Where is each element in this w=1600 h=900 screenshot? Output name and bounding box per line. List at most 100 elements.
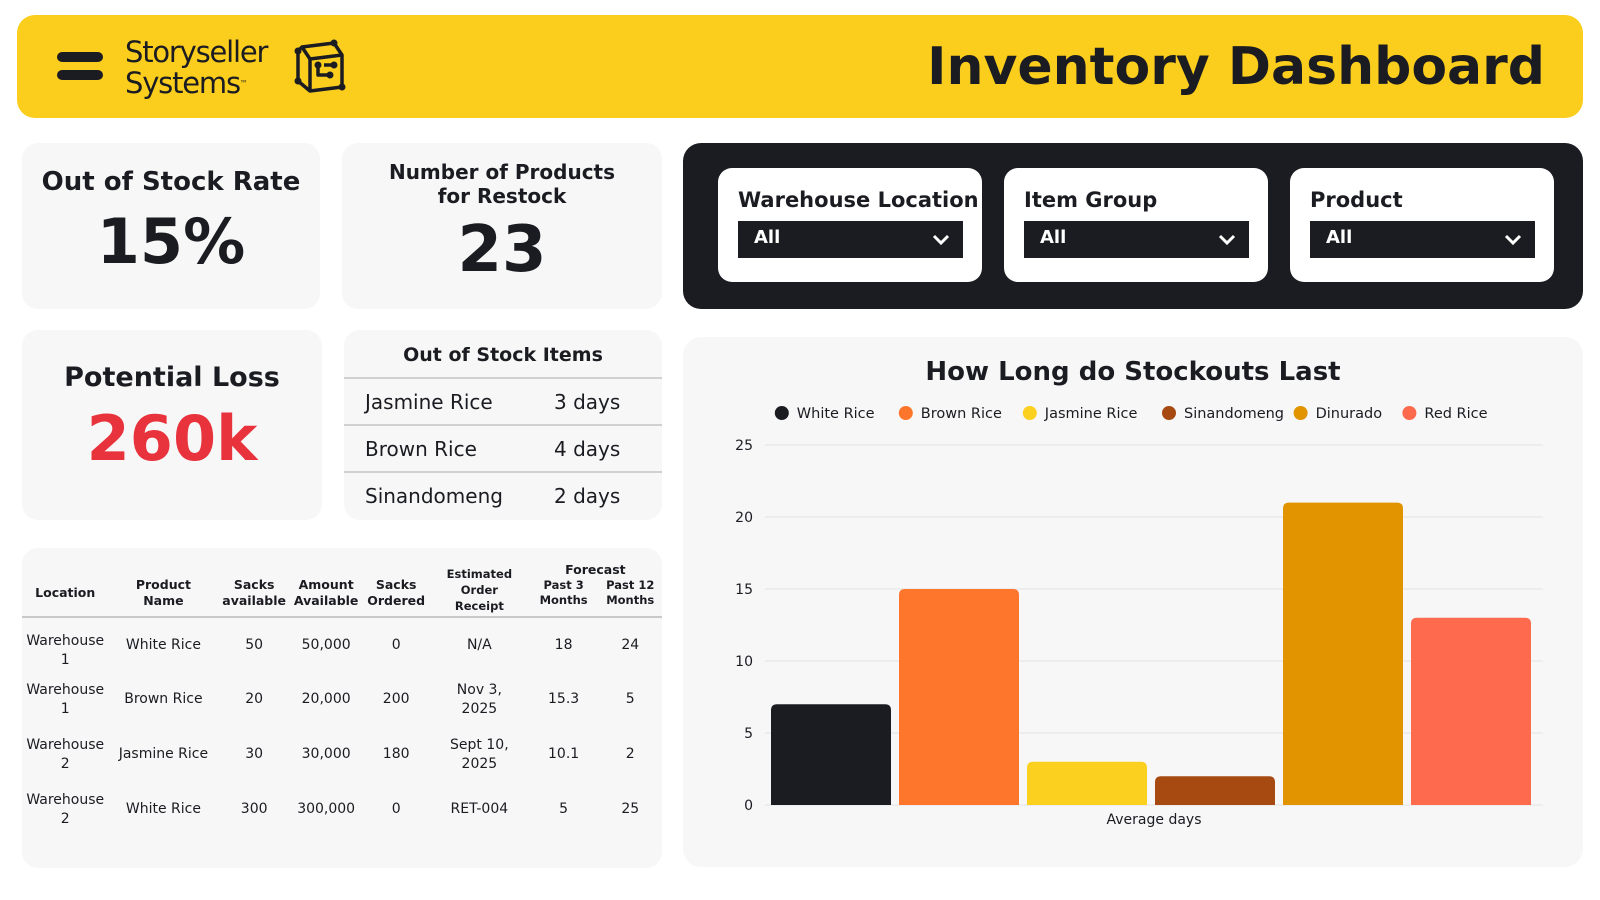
col-header-past-12-months: Past 12 Months [606,578,655,607]
logo-line-1: Storyseller [125,35,268,69]
product-dropdown[interactable]: All [1310,221,1535,258]
oos-rate-value: 15% [96,205,246,278]
restock-count-value: 23 [457,213,547,287]
oos-rate-card: Out of Stock Rate 15% [22,143,320,309]
y-tick-label: 15 [735,582,753,598]
table-row: Warehouse 1 Brown Rice 20 20,000 200 Nov… [22,672,662,727]
stockout-duration-chart: 0 5 10 15 20 25 Average days White Rice Brown Ri… [735,406,1543,828]
restock-label: Number of Products for Restock [342,160,662,208]
cell-product: Jasmine Rice [118,746,209,762]
chart-title: How Long do Stockouts Last [925,357,1341,387]
legend-label: Jasmine Rice [1044,406,1138,422]
item-group-dropdown[interactable]: All [1024,221,1249,258]
cell-location: Warehouse 2 [26,791,105,827]
bar-white-rice [771,704,891,805]
col-header-product-name: Product Name [135,577,191,608]
col-header-estimated-receipt: Estimated Order Receipt [446,567,513,613]
header-bar: Storyseller Systems™ Inventory Dashboard [17,15,1583,118]
cell-amount: 300,000 [297,801,356,817]
dropdown-value: All [754,227,781,248]
legend-label: Brown Rice [921,406,1002,422]
cell-product: White Rice [125,636,201,653]
item-name: Brown Rice [365,437,477,461]
cell-receipt: Nov 3, 2025 [456,681,502,717]
table-row: Warehouse 1 White Rice 50 50,000 0 N/A 1… [22,617,662,672]
legend-label: Sinandomeng [1184,406,1284,422]
restock-label-line-1: Number of Products [388,160,616,184]
warehouse-location-dropdown[interactable]: All [738,221,963,258]
bar-jasmine-rice [1027,761,1147,805]
cell-past12: 2 [625,746,635,762]
bar-sinandomeng [1155,776,1275,805]
col-header-location: Location [35,585,96,600]
cell-amount: 50,000 [301,636,351,653]
cell-past12: 24 [621,636,640,653]
cell-past3: 18 [554,636,573,653]
stockout-duration-chart-card: How Long do Stockouts Last 0 5 10 15 20 25 Ave… [683,337,1583,867]
y-tick-label: 20 [735,510,753,526]
cell-receipt: Sept 10, 2025 [450,736,509,772]
cell-past3: 15.3 [548,691,580,707]
cell-sacks: 20 [245,691,264,707]
list-item: Sinandomeng 2 days [344,471,662,517]
col-header-forecast: Forecast [565,562,626,577]
cell-ordered: 0 [391,801,401,817]
legend-label: Dinurado [1316,406,1383,422]
cell-location: Warehouse 1 [26,681,105,717]
y-tick-label: 5 [744,726,753,742]
legend-swatch [1293,406,1308,420]
out-of-stock-items-card: Out of Stock Items Jasmine Rice 3 days B… [344,330,662,520]
cell-past3: 5 [559,801,569,817]
restock-label-line-2: for Restock [437,184,567,208]
hamburger-icon[interactable] [57,52,103,88]
circuit-cube-icon [294,39,346,93]
item-days: 3 days [554,390,621,414]
legend-swatch [1402,406,1417,420]
col-header-sacks-available: Sacks available [222,577,287,608]
legend-label: Red Rice [1424,406,1487,422]
cell-sacks: 50 [245,636,264,653]
filter-item-group: Item Group All [1004,168,1268,282]
legend-swatch [1022,406,1037,420]
cell-past12: 5 [625,691,635,707]
filter-panel: Warehouse Location All Item Group All Pr… [683,143,1583,309]
cell-past12: 25 [621,801,640,817]
inventory-table: Location Product Name Sacks available Am… [22,556,662,837]
bar-dinurado [1283,502,1403,805]
cell-ordered: 200 [382,691,410,707]
table-row: Warehouse 2 White Rice 300 300,000 0 RET… [22,782,662,837]
cell-ordered: 180 [382,746,410,762]
cell-location: Warehouse 2 [26,736,105,772]
cell-sacks: 30 [245,746,264,762]
potential-loss-label: Potential Loss [64,362,280,393]
table-row: Warehouse 2 Jasmine Rice 30 30,000 180 S… [22,727,662,782]
cell-ordered: 0 [391,636,401,653]
filter-label: Item Group [1024,188,1158,212]
col-header-past-3-months: Past 3 Months [539,578,588,607]
oos-rate-label: Out of Stock Rate [41,167,301,197]
item-days: 4 days [554,437,621,461]
legend-swatch [774,406,789,420]
cell-amount: 30,000 [301,746,351,762]
cell-sacks: 300 [240,801,268,817]
chevron-down-icon [1504,234,1522,246]
list-item: Brown Rice 4 days [344,424,662,470]
y-tick-label: 10 [735,654,753,670]
cell-location: Warehouse 1 [26,633,105,668]
chevron-down-icon [932,234,950,246]
col-header-sacks-ordered: Sacks Ordered [367,577,426,608]
cell-product: Brown Rice [124,691,203,707]
item-name: Jasmine Rice [365,390,493,414]
page-title: Inventory Dashboard [927,37,1545,97]
cell-amount: 20,000 [301,691,351,707]
y-tick-label: 0 [744,798,753,814]
cell-receipt: RET-004 [450,801,509,817]
company-logo-text: Storyseller Systems™ [125,35,268,100]
potential-loss-card: Potential Loss 260k [22,330,322,520]
logo-line-2: Systems™ [125,66,248,100]
cell-receipt: N/A [466,636,492,653]
inventory-table-card: Location Product Name Sacks available Am… [22,548,662,868]
potential-loss-value: 260k [86,402,258,475]
cell-past3: 10.1 [548,746,580,762]
x-axis-label: Average days [1107,812,1202,828]
